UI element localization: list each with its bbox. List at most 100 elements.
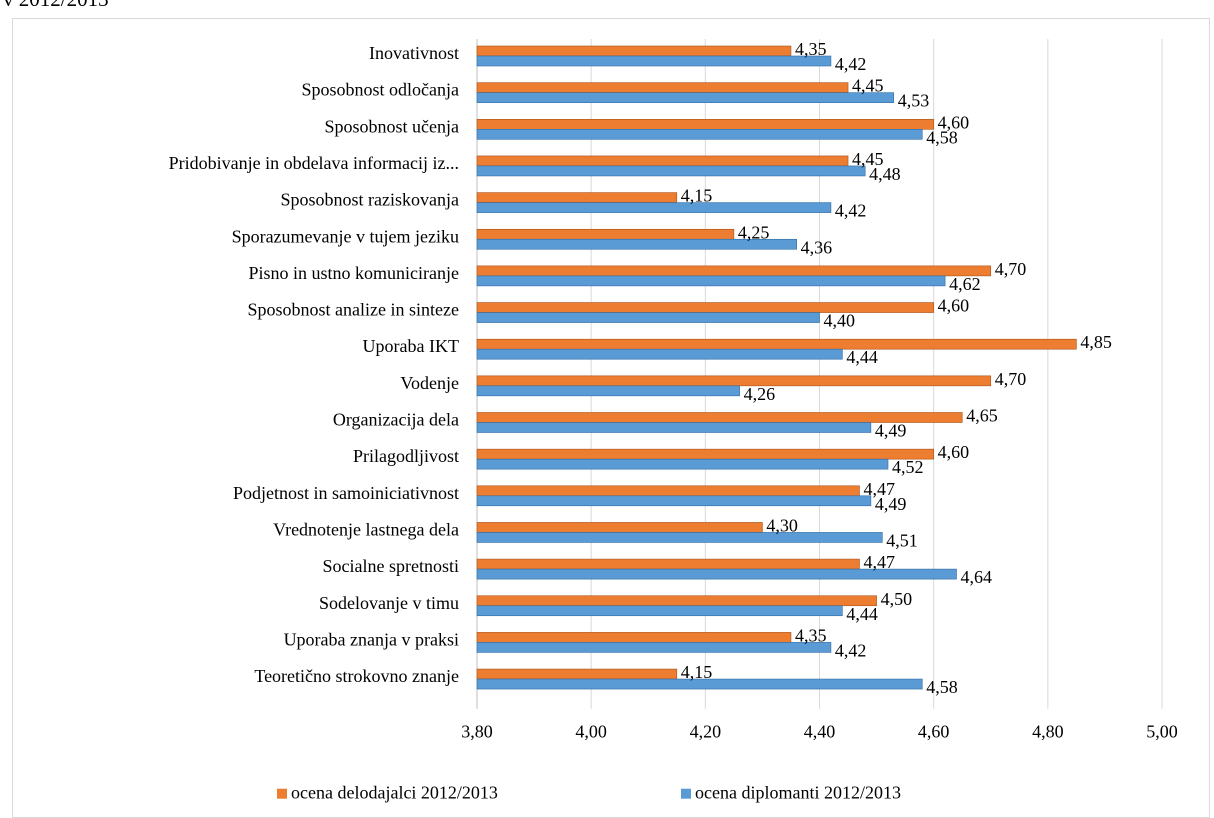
bar-diplomanti [476,165,866,177]
bar-delodajalci [476,302,934,313]
category-label: Uporaba IKT [363,336,459,356]
bars-layer [476,45,1077,690]
value-label-diplomanti: 4,62 [949,274,981,294]
value-label-diplomanti: 4,49 [875,421,907,441]
bar-diplomanti [476,568,957,580]
value-label-delodajalci: 4,70 [995,369,1027,389]
value-label-diplomanti: 4,36 [801,237,833,257]
bar-delodajalci [476,448,934,460]
bar-delodajalci [476,375,992,387]
value-label-diplomanti: 4,44 [846,604,878,624]
value-label-diplomanti: 4,49 [875,494,907,514]
labels-layer: Inovativnost 4,35 4,42 Sposobnost odločanja… [169,39,1112,697]
x-tick-label: 4,40 [804,722,836,742]
category-label: Teoretično strokovno znanje [254,666,459,686]
value-label-delodajalci: 4,85 [1080,332,1112,352]
bar-delodajalci [476,192,678,203]
grid-layer [476,39,1163,709]
category-label: Sposobnost raziskovanja [281,190,459,210]
legend-item-delodajalci: ocena delodajalci 2012/2013 [277,783,498,803]
value-label-diplomanti: 4,42 [835,201,867,221]
category-label: Inovativnost [369,43,459,63]
bar-diplomanti [476,238,797,250]
bar-diplomanti [476,129,923,140]
bar-diplomanti [476,678,923,690]
page-header-fragment: v 2012/2013 [0,0,1214,14]
bar-delodajalci [476,82,849,93]
bar-diplomanti [476,532,883,543]
bar-diplomanti [476,275,946,287]
value-label-delodajalci: 4,15 [681,662,713,682]
value-label-diplomanti: 4,26 [744,384,776,404]
bar-diplomanti [476,92,895,103]
category-label: Vodenje [400,373,459,393]
bar-diplomanti [476,385,740,397]
x-tick-label: 4,00 [575,722,607,742]
x-tick-label: 4,80 [1032,722,1064,742]
value-label-delodajalci: 4,45 [852,149,884,169]
category-label: Pisno in ustno komuniciranje [249,263,460,283]
bar-diplomanti [476,422,872,433]
bar-delodajalci [476,558,860,570]
value-label-diplomanti: 4,53 [898,91,930,111]
bar-delodajalci [476,485,860,497]
legend-label: ocena delodajalci 2012/2013 [291,783,498,803]
value-label-delodajalci: 4,60 [938,112,970,132]
bar-delodajalci [476,338,1077,350]
page-header-text: v 2012/2013 [3,0,109,11]
value-label-diplomanti: 4,42 [835,640,867,660]
value-label-delodajalci: 4,25 [738,222,770,242]
value-label-delodajalci: 4,47 [863,479,895,499]
value-label-delodajalci: 4,50 [881,589,913,609]
category-label: Pridobivanje in obdelava informacij iz..… [169,153,459,173]
bar-delodajalci [476,45,792,57]
value-label-diplomanti: 4,40 [824,311,856,331]
x-tick-label: 4,20 [690,722,722,742]
chart-frame: Inovativnost 4,35 4,42 Sposobnost odločanja… [12,18,1210,818]
bar-diplomanti [476,458,889,470]
legend: ocena delodajalci 2012/2013 ocena diploma… [277,783,901,803]
value-label-delodajalci: 4,47 [863,552,895,572]
category-label: Sposobnost odločanja [302,80,460,100]
category-label: Podjetnost in samoiniciativnost [233,483,459,503]
category-label: Organizacija dela [333,410,459,430]
value-label-delodajalci: 4,15 [681,186,713,206]
bar-diplomanti [476,312,820,323]
value-label-diplomanti: 4,58 [926,127,958,147]
value-label-delodajalci: 4,45 [852,76,884,96]
value-label-delodajalci: 4,70 [995,259,1027,279]
bar-delodajalci [476,668,678,680]
value-label-diplomanti: 4,58 [926,677,958,697]
x-tick-label: 4,60 [918,722,950,742]
legend-item-diplomanti: ocena diplomanti 2012/2013 [681,783,901,803]
x-axis-ticks: 3,80 4,00 4,20 4,40 4,60 4,80 5,00 [461,722,1178,742]
bar-delodajalci [476,522,763,533]
legend-label: ocena diplomanti 2012/2013 [695,783,901,803]
category-label: Prilagodljivost [353,446,459,466]
value-label-delodajalci: 4,60 [938,442,970,462]
category-label: Sposobnost analize in sinteze [248,300,459,320]
category-label: Vrednotenje lastnega dela [273,519,459,539]
value-label-diplomanti: 4,42 [835,54,867,74]
x-tick-label: 5,00 [1146,722,1178,742]
value-label-delodajalci: 4,65 [966,406,998,426]
value-label-delodajalci: 4,35 [795,39,827,59]
value-label-delodajalci: 4,35 [795,625,827,645]
bar-diplomanti [476,605,843,617]
category-label: Sodelovanje v timu [319,593,459,613]
bar-diplomanti [476,348,843,360]
value-label-diplomanti: 4,44 [846,347,878,367]
value-label-delodajalci: 4,30 [766,515,798,535]
value-label-diplomanti: 4,64 [961,567,993,587]
bar-diplomanti [476,202,832,213]
bar-diplomanti [476,495,872,507]
bar-diplomanti [476,642,832,653]
bar-delodajalci [476,632,792,643]
bar-delodajalci [476,228,735,240]
category-label: Sposobnost učenja [325,116,460,136]
value-label-diplomanti: 4,51 [886,530,918,550]
value-label-diplomanti: 4,48 [869,164,901,184]
bar-delodajalci [476,119,934,130]
value-label-delodajalci: 4,60 [938,296,970,316]
bar-delodajalci [476,265,992,277]
